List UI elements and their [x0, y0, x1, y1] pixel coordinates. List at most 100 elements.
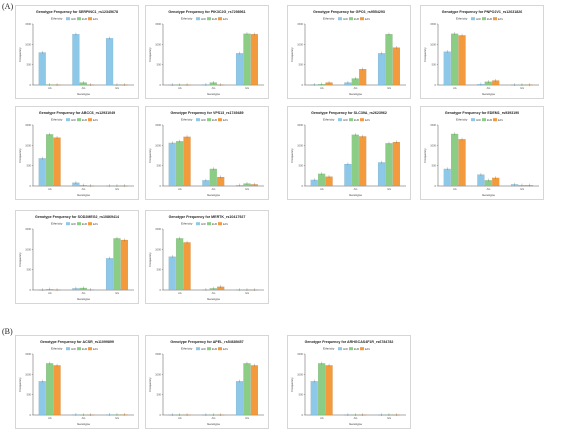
y-tick-label: 1000 — [297, 42, 303, 46]
x-tick-label: AG — [82, 187, 86, 191]
x-tick-label: AA — [320, 187, 324, 191]
y-tick-label: 1000 — [25, 143, 31, 147]
legend-label: EUR — [82, 18, 87, 21]
bar — [169, 143, 176, 186]
legend-swatch — [471, 118, 475, 121]
bar — [318, 363, 325, 415]
chart-svg: Genotype Frequency for SOD2MEG2_rs108694… — [16, 211, 138, 303]
y-tick-label: 500 — [299, 393, 304, 397]
bar — [385, 34, 392, 85]
y-tick-label: 1500 — [297, 123, 303, 127]
x-axis-label: Genotype — [207, 422, 220, 426]
x-tick-label: AA — [48, 187, 52, 191]
legend-swatch — [338, 17, 342, 20]
bar — [210, 169, 217, 186]
legend-label: AFR — [201, 348, 206, 351]
x-tick-label: AG — [212, 86, 216, 90]
y-tick-label: 0 — [302, 413, 304, 417]
chart-svg: Genotype Frequency for MERTK_rs10417927E… — [146, 211, 268, 303]
y-tick-label: 1500 — [25, 227, 31, 231]
legend-swatch — [66, 118, 70, 121]
y-tick-label: 500 — [157, 268, 162, 272]
chart-title: Genotype Frequency for EDEM1_rs9393190 — [445, 111, 519, 115]
legend-label: AFR — [201, 119, 206, 122]
x-tick-label: GG — [387, 187, 391, 191]
x-tick-label: GG — [245, 291, 249, 295]
legend-title: Ethnicity — [51, 17, 63, 21]
x-tick-label: AA — [453, 187, 457, 191]
bar — [236, 53, 243, 85]
x-axis-label: Genotype — [77, 297, 90, 301]
bar — [243, 34, 250, 85]
chart-svg: Genotype Frequency for APEL_rs54689457 Et… — [146, 336, 268, 428]
chart-title: Genotype Frequency for SERPINC1_rs123456… — [36, 10, 118, 14]
legend-title: Ethnicity — [181, 222, 193, 226]
chart-title: Genotype Frequency for APEL_rs54689457 — [170, 340, 243, 344]
bar — [378, 162, 385, 186]
legend-label: EAS — [93, 348, 98, 351]
legend-swatch — [482, 118, 486, 121]
legend-swatch — [207, 118, 211, 121]
chart-title: Genotype Frequency for ABCC6_rs12931049 — [39, 111, 115, 115]
y-tick-label: 0 — [30, 288, 32, 292]
y-tick-label: 1000 — [155, 143, 161, 147]
x-axis-label: Genotype — [349, 92, 362, 96]
y-tick-label: 1500 — [297, 22, 303, 26]
x-tick-label: GG — [245, 86, 249, 90]
chart-panel: Genotype Frequency for APEL_rs54689457 Et… — [145, 335, 269, 429]
y-tick-label: 500 — [432, 164, 437, 168]
legend-label: EUR — [354, 18, 359, 21]
legend-label: AFR — [476, 18, 481, 21]
x-tick-label: GG — [245, 187, 249, 191]
legend-label: EUR — [212, 119, 217, 122]
bar — [72, 34, 79, 85]
y-axis-label: Frequency — [423, 148, 427, 163]
x-tick-label: GG — [387, 416, 391, 420]
legend-label: EUR — [212, 223, 217, 226]
legend-swatch — [493, 17, 497, 20]
x-axis-label: Genotype — [349, 422, 362, 426]
legend-swatch — [77, 17, 81, 20]
y-tick-label: 0 — [302, 184, 304, 188]
legend-title: Ethnicity — [323, 17, 335, 21]
x-tick-label: AG — [354, 187, 358, 191]
legend-label: EAS — [365, 119, 370, 122]
bar — [393, 142, 400, 186]
legend-swatch — [338, 118, 342, 121]
x-tick-label: AA — [48, 86, 52, 90]
bar — [444, 52, 451, 85]
x-axis-label: Genotype — [77, 92, 90, 96]
x-axis-label: Genotype — [77, 422, 90, 426]
legend-label: AFR — [343, 348, 348, 351]
y-tick-label: 500 — [157, 164, 162, 168]
x-tick-label: AA — [48, 291, 52, 295]
bar — [378, 53, 385, 85]
legend-swatch — [218, 118, 222, 121]
chart-panel: Genotype Frequency for SERPINC1_rs123456… — [15, 5, 139, 99]
bar — [46, 363, 53, 415]
y-tick-label: 500 — [27, 164, 32, 168]
x-tick-label: AG — [487, 86, 491, 90]
x-tick-label: GG — [115, 187, 119, 191]
legend-label: EAS — [498, 119, 503, 122]
chart-title: Genotype Frequency for VPS13_rs1749489 — [170, 111, 243, 115]
legend-title: Ethnicity — [181, 118, 193, 122]
legend-label: EUR — [82, 348, 87, 351]
y-tick-label: 1000 — [25, 372, 31, 376]
bar — [385, 143, 392, 186]
x-tick-label: AG — [82, 416, 86, 420]
bar — [243, 363, 250, 415]
bar — [477, 175, 484, 186]
legend-label: AFR — [201, 223, 206, 226]
x-tick-label: AA — [178, 291, 182, 295]
bar — [106, 38, 113, 85]
legend-swatch — [218, 347, 222, 350]
chart-title: Genotype Frequency for SOD2MEG2_rs108694… — [35, 215, 119, 219]
x-axis-label: Genotype — [482, 193, 495, 197]
x-tick-label: AA — [320, 86, 324, 90]
